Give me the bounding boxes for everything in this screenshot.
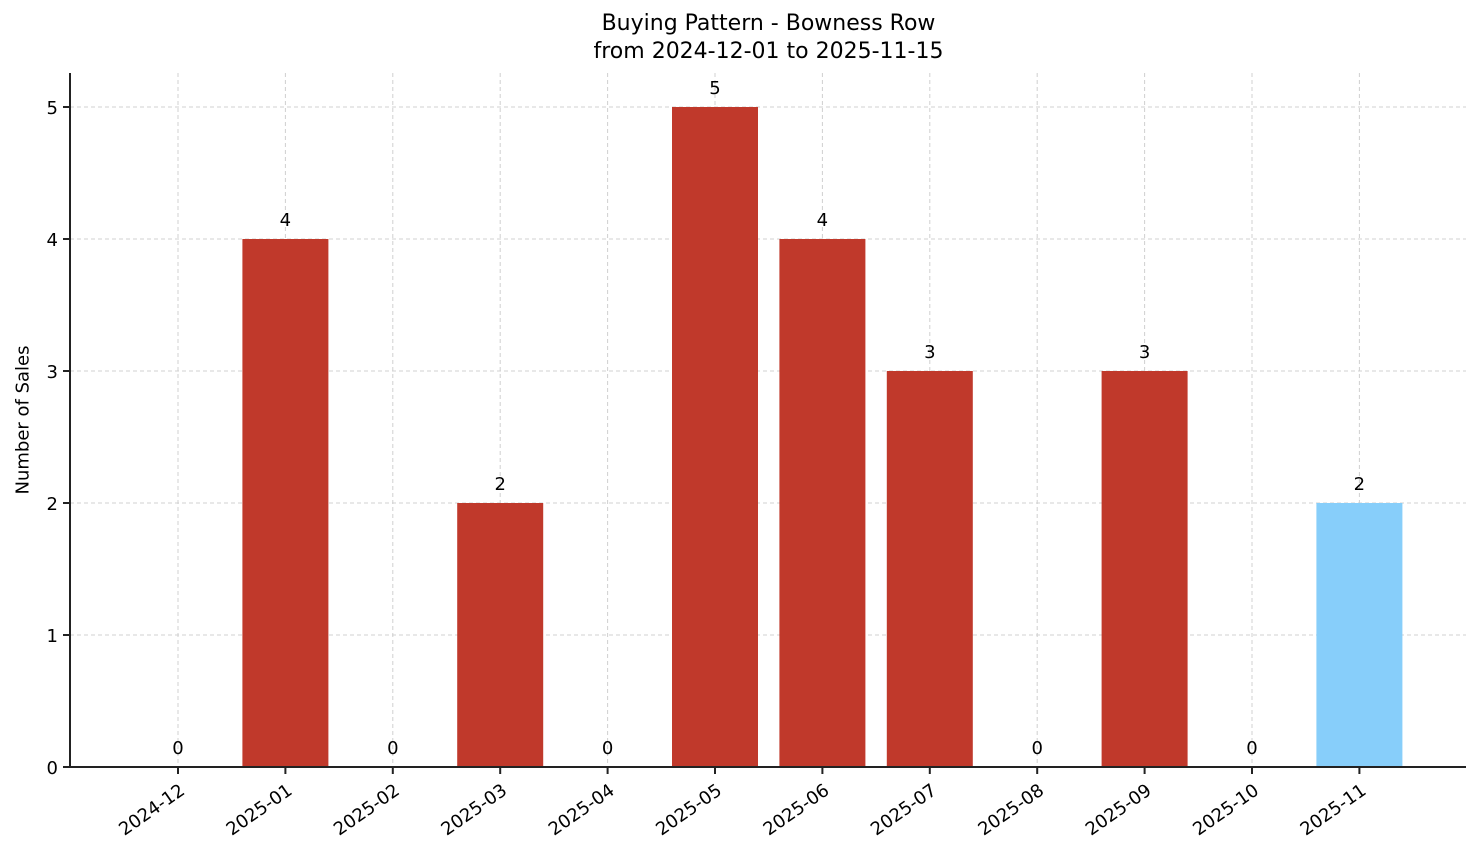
chart-title-main: Buying Pattern - Bowness Row bbox=[601, 11, 936, 36]
bar-2025-07 bbox=[886, 371, 973, 767]
bar-value-label: 0 bbox=[1246, 738, 1257, 759]
bar-2025-09 bbox=[1101, 371, 1188, 767]
bar-value-label: 3 bbox=[1139, 342, 1150, 363]
x-tick-label: 2024-12 bbox=[115, 780, 189, 840]
chart-subtitle: from 2024-12-01 to 2025-11-15 bbox=[593, 39, 944, 64]
y-tick-label: 3 bbox=[47, 362, 58, 383]
y-tick-label: 5 bbox=[47, 98, 58, 119]
x-tick-label: 2025-06 bbox=[760, 780, 834, 840]
bar-value-label: 4 bbox=[817, 210, 828, 231]
y-tick-label: 1 bbox=[47, 626, 58, 647]
bar-value-label: 0 bbox=[387, 738, 398, 759]
y-tick-label: 4 bbox=[47, 230, 58, 251]
bar-2025-03 bbox=[457, 503, 544, 767]
bar-2025-05 bbox=[672, 107, 758, 767]
bar-value-label: 5 bbox=[709, 78, 720, 99]
bar-value-label: 4 bbox=[280, 210, 291, 231]
bar-2025-06 bbox=[779, 239, 866, 767]
bar-2025-01 bbox=[242, 239, 329, 767]
x-tick-label: 2025-11 bbox=[1297, 780, 1371, 840]
y-tick-label: 2 bbox=[47, 494, 58, 515]
bar-value-label: 0 bbox=[602, 738, 613, 759]
chart-title: Buying Pattern - Bowness Row from 2024-1… bbox=[0, 10, 1481, 66]
bar-value-label: 3 bbox=[924, 342, 935, 363]
y-tick-label: 0 bbox=[47, 758, 58, 779]
x-tick-label: 2025-05 bbox=[652, 780, 726, 840]
x-tick-label: 2025-08 bbox=[974, 780, 1048, 840]
bar-value-label: 2 bbox=[1354, 474, 1365, 495]
x-tick-label: 2025-04 bbox=[545, 780, 619, 840]
x-tick-label: 2025-03 bbox=[437, 780, 511, 840]
x-tick-label: 2025-10 bbox=[1189, 780, 1263, 840]
x-tick-label: 2025-01 bbox=[223, 780, 297, 840]
x-tick-label: 2025-02 bbox=[330, 780, 404, 840]
bar-value-label: 0 bbox=[172, 738, 183, 759]
bar-value-label: 0 bbox=[1031, 738, 1042, 759]
bar-value-label: 2 bbox=[494, 474, 505, 495]
x-tick-label: 2025-09 bbox=[1082, 780, 1156, 840]
bar-2025-11 bbox=[1316, 503, 1403, 767]
x-tick-label: 2025-07 bbox=[867, 780, 941, 840]
